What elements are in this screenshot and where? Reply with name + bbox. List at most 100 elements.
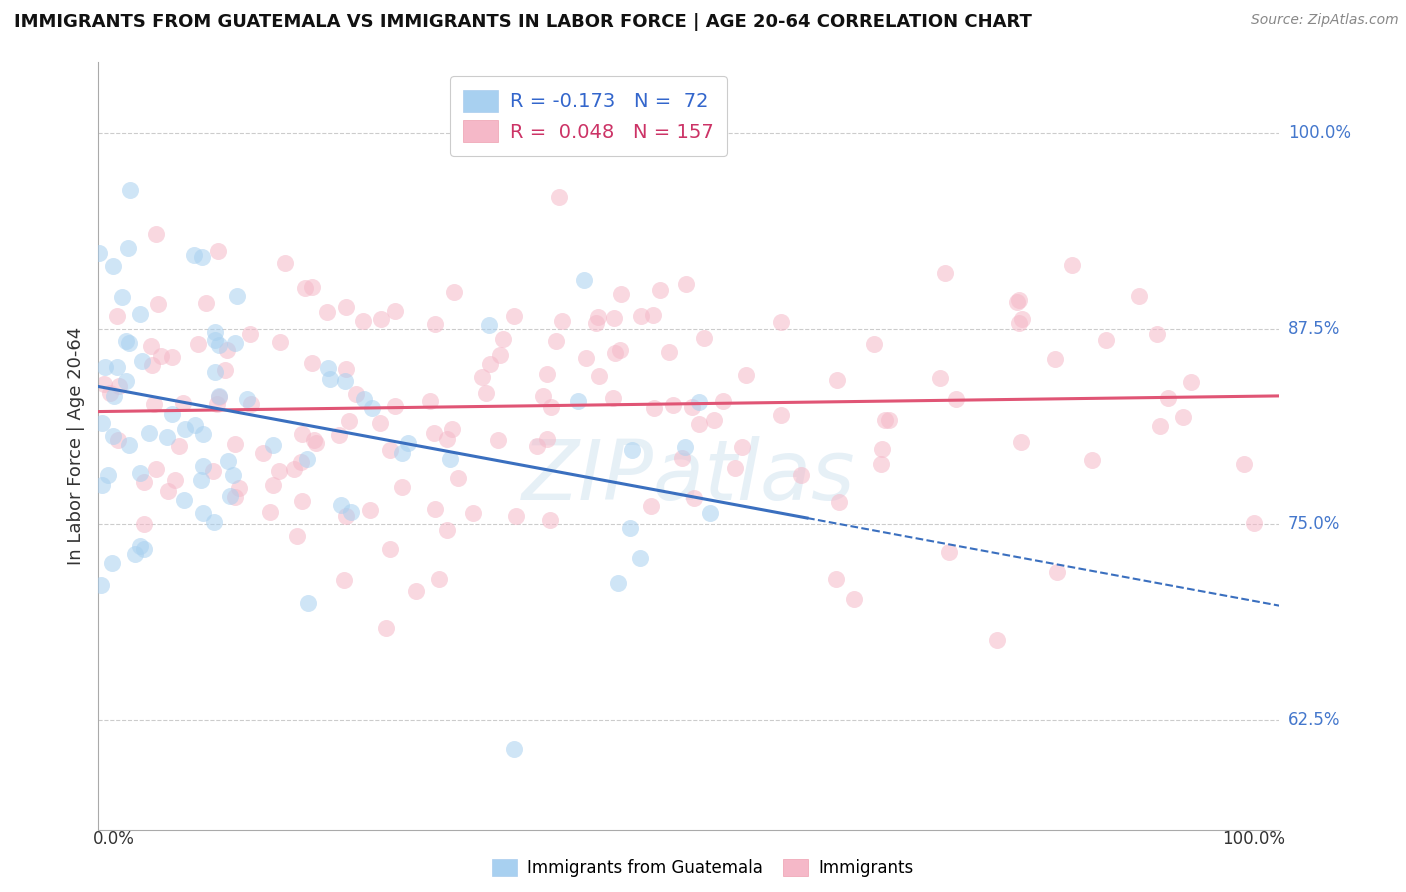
- Point: [97, 467, 120, 482]
- Point: [98, 386, 121, 401]
- Point: [471, 369, 494, 384]
- Point: [107, 433, 129, 447]
- Point: [475, 386, 498, 401]
- Point: [396, 436, 419, 450]
- Point: [877, 413, 900, 427]
- Point: [502, 741, 524, 756]
- Point: [290, 455, 312, 469]
- Point: [291, 494, 314, 508]
- Point: [699, 506, 721, 520]
- Point: [335, 509, 357, 524]
- Point: [163, 474, 186, 488]
- Point: [319, 372, 342, 386]
- Point: [1095, 333, 1118, 347]
- Point: [1149, 418, 1171, 433]
- Point: [703, 413, 725, 427]
- Point: [239, 397, 262, 411]
- Legend: R = -0.173   N =  72, R =  0.048   N = 157: R = -0.173 N = 72, R = 0.048 N = 157: [450, 76, 727, 156]
- Text: 100.0%: 100.0%: [1222, 830, 1285, 847]
- Point: [150, 349, 173, 363]
- Point: [87, 246, 110, 260]
- Point: [938, 544, 960, 558]
- Point: [870, 457, 893, 471]
- Text: 62.5%: 62.5%: [1288, 711, 1340, 729]
- Point: [872, 442, 894, 457]
- Point: [295, 452, 318, 467]
- Text: 0.0%: 0.0%: [93, 830, 135, 847]
- Point: [225, 288, 247, 302]
- Point: [875, 413, 897, 427]
- Point: [167, 439, 190, 453]
- Point: [252, 446, 274, 460]
- Point: [688, 417, 710, 431]
- Point: [305, 436, 328, 450]
- Point: [129, 467, 152, 481]
- Point: [1043, 351, 1066, 366]
- Point: [769, 408, 792, 422]
- Point: [585, 316, 607, 330]
- Point: [378, 442, 401, 457]
- Y-axis label: In Labor Force | Age 20-64: In Labor Force | Age 20-64: [66, 326, 84, 566]
- Point: [603, 310, 626, 325]
- Point: [142, 397, 165, 411]
- Point: [1232, 457, 1254, 471]
- Point: [609, 287, 631, 301]
- Point: [602, 391, 624, 405]
- Point: [492, 332, 515, 346]
- Point: [825, 373, 848, 387]
- Point: [274, 256, 297, 270]
- Point: [118, 438, 141, 452]
- Point: [118, 336, 141, 351]
- Point: [191, 506, 214, 520]
- Point: [1060, 258, 1083, 272]
- Point: [204, 333, 226, 347]
- Point: [360, 401, 382, 415]
- Point: [94, 360, 117, 375]
- Point: [297, 596, 319, 610]
- Point: [294, 281, 316, 295]
- Point: [586, 310, 609, 324]
- Text: Source: ZipAtlas.com: Source: ZipAtlas.com: [1251, 13, 1399, 28]
- Point: [222, 468, 245, 483]
- Point: [536, 367, 558, 381]
- Point: [302, 433, 325, 447]
- Point: [267, 463, 290, 477]
- Point: [384, 304, 406, 318]
- Point: [103, 389, 125, 403]
- Point: [842, 591, 865, 606]
- Point: [128, 307, 150, 321]
- Point: [173, 492, 195, 507]
- Text: 75.0%: 75.0%: [1288, 516, 1340, 533]
- Point: [675, 277, 697, 292]
- Point: [105, 360, 128, 375]
- Point: [486, 433, 509, 447]
- Point: [790, 468, 813, 483]
- Point: [301, 280, 323, 294]
- Point: [688, 394, 710, 409]
- Point: [131, 353, 153, 368]
- Point: [105, 310, 128, 324]
- Point: [536, 433, 558, 447]
- Text: 100.0%: 100.0%: [1288, 124, 1351, 142]
- Point: [337, 414, 360, 428]
- Point: [100, 556, 122, 570]
- Point: [332, 573, 354, 587]
- Point: [605, 345, 627, 359]
- Point: [384, 399, 406, 413]
- Point: [335, 300, 357, 314]
- Point: [262, 477, 284, 491]
- Point: [139, 339, 162, 353]
- Point: [219, 489, 242, 503]
- Point: [986, 633, 1008, 648]
- Point: [328, 428, 350, 442]
- Point: [374, 621, 396, 635]
- Point: [1010, 435, 1032, 450]
- Point: [724, 461, 747, 475]
- Point: [262, 438, 284, 452]
- Point: [132, 517, 155, 532]
- Point: [217, 454, 239, 468]
- Point: [259, 505, 281, 519]
- Point: [117, 240, 139, 254]
- Point: [731, 440, 754, 454]
- Point: [368, 416, 391, 430]
